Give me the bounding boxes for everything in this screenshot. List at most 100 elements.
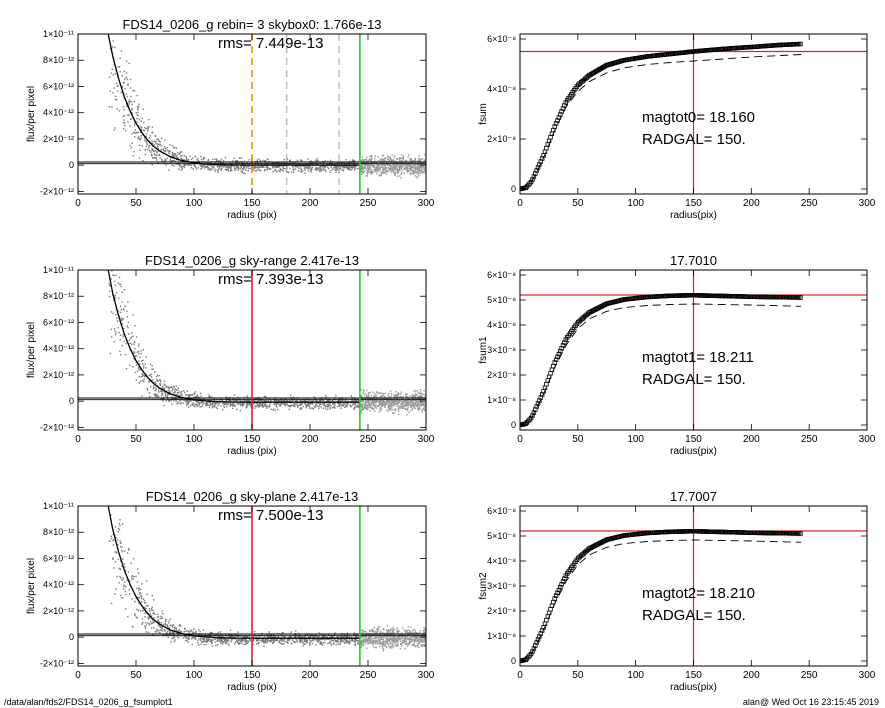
- scatter-point: [339, 167, 341, 169]
- scatter-point: [303, 643, 305, 645]
- scatter-point: [289, 394, 292, 396]
- scatter-point: [193, 164, 195, 166]
- scatter-point: [164, 392, 167, 395]
- scatter-point: [372, 401, 374, 404]
- scatter-point: [225, 403, 227, 405]
- y-axis-label: fsum1: [478, 336, 489, 364]
- scatter-point: [274, 409, 277, 412]
- scatter-point: [253, 399, 255, 402]
- scatter-point: [330, 169, 332, 172]
- scatter-point: [261, 166, 263, 169]
- scatter-point: [156, 138, 158, 141]
- scatter-point: [296, 400, 298, 402]
- scatter-point: [394, 155, 396, 157]
- x-axis-label: radius (pix): [227, 446, 276, 457]
- scatter-point: [388, 400, 390, 402]
- scatter-point: [172, 396, 175, 399]
- scatter-point: [268, 631, 271, 633]
- scatter-point: [366, 405, 369, 407]
- scatter-point: [385, 398, 387, 400]
- scatter-point: [144, 612, 146, 614]
- scatter-point: [274, 403, 276, 405]
- scatter-point: [277, 402, 279, 405]
- scatter-point: [128, 102, 130, 104]
- scatter-point: [199, 406, 202, 408]
- growth-curve-marker: [540, 156, 545, 161]
- scatter-point: [397, 171, 400, 174]
- scatter-point: [364, 405, 366, 407]
- scatter-point: [223, 641, 225, 643]
- scatter-point: [273, 639, 275, 641]
- scatter-point: [265, 400, 268, 402]
- scatter-point: [379, 392, 381, 394]
- scatter-point: [187, 406, 190, 408]
- scatter-point: [261, 165, 263, 168]
- scatter-point: [289, 159, 291, 162]
- scatter-point: [319, 638, 321, 641]
- scatter-point: [357, 400, 360, 402]
- scatter-point: [112, 544, 115, 546]
- scatter-point: [190, 394, 192, 396]
- scatter-point: [380, 410, 382, 412]
- scatter-point: [413, 404, 415, 406]
- scatter-point: [333, 403, 336, 405]
- scatter-point: [270, 400, 272, 402]
- scatter-point: [309, 636, 311, 638]
- scatter-point: [378, 174, 380, 177]
- scatter-point: [202, 158, 205, 160]
- scatter-point: [423, 170, 425, 172]
- scatter-point: [360, 403, 363, 405]
- scatter-point: [195, 166, 197, 168]
- scatter-point: [368, 402, 370, 404]
- scatter-point: [412, 172, 414, 174]
- scatter-point: [138, 353, 140, 355]
- scatter-point: [407, 402, 410, 405]
- scatter-point: [203, 167, 206, 169]
- scatter-point: [381, 405, 383, 408]
- scatter-point: [394, 167, 397, 170]
- scatter-point: [388, 405, 390, 407]
- scatter-point: [177, 394, 179, 397]
- scatter-point: [422, 166, 424, 168]
- scatter-point: [129, 87, 131, 89]
- scatter-point: [390, 402, 392, 405]
- scatter-point: [225, 640, 228, 642]
- scatter-point: [396, 405, 398, 408]
- scatter-point: [243, 160, 246, 163]
- scatter-point: [242, 643, 245, 645]
- scatter-point: [110, 328, 113, 330]
- scatter-point: [123, 119, 125, 121]
- scatter-point: [238, 642, 241, 644]
- scatter-point: [137, 367, 140, 369]
- scatter-point: [195, 630, 197, 632]
- scatter-point: [145, 127, 147, 130]
- scatter-point: [252, 403, 254, 405]
- scatter-point: [284, 400, 287, 402]
- scatter-point: [238, 157, 241, 159]
- scatter-point: [117, 84, 119, 87]
- scatter-point: [149, 374, 151, 376]
- scatter-point: [360, 394, 363, 397]
- scatter-point: [229, 170, 231, 172]
- scatter-point: [315, 398, 317, 400]
- scatter-point: [160, 149, 162, 151]
- scatter-point: [388, 395, 390, 398]
- scatter-point: [398, 166, 400, 169]
- scatter-point: [367, 166, 369, 169]
- scatter-point: [268, 406, 270, 408]
- scatter-point: [157, 162, 159, 164]
- scatter-point: [390, 168, 392, 170]
- scatter-point: [123, 122, 125, 124]
- scatter-point: [393, 168, 396, 170]
- scatter-point: [336, 640, 339, 642]
- scatter-point: [110, 24, 111, 25]
- scatter-point: [170, 632, 172, 634]
- scatter-point: [180, 166, 182, 169]
- panel-4: [519, 269, 868, 431]
- scatter-point: [279, 402, 281, 404]
- scatter-point: [391, 400, 394, 402]
- scatter-point: [342, 399, 344, 401]
- scatter-point: [402, 164, 404, 167]
- scatter-point: [147, 148, 149, 151]
- scatter-point: [320, 168, 322, 170]
